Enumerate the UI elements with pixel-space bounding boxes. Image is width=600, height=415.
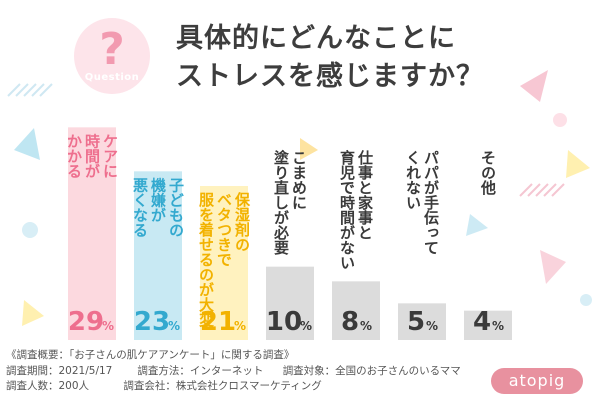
category-label: くれない — [404, 150, 422, 210]
confetti-triangle — [300, 138, 318, 160]
value-unit: % — [234, 319, 246, 333]
category-label: 育児で時間がない — [338, 149, 356, 270]
confetti-stripe — [39, 83, 53, 97]
survey-target: 調査対象：全国のお子さんのいるママ — [282, 364, 461, 377]
value-label: 29 — [68, 307, 104, 337]
question-word: Question — [84, 72, 140, 83]
category-label: ケアに — [101, 133, 119, 178]
confetti-triangle — [520, 70, 548, 102]
title-line-1: 具体的にどんなことに — [176, 23, 456, 54]
question-badge: ? Question — [74, 18, 150, 94]
category-label: 保湿剤の — [233, 191, 251, 252]
value-unit: % — [168, 319, 180, 333]
value-label: 5 — [407, 307, 425, 337]
bar-7 — [464, 310, 512, 340]
bar-5 — [332, 281, 380, 340]
confetti-triangle — [466, 214, 488, 236]
confetti-triangle — [14, 128, 40, 160]
brand-logo: atopig — [491, 368, 583, 394]
confetti-triangle — [566, 150, 590, 178]
survey-method: 調査方法：インターネット — [137, 364, 264, 377]
value-label: 10 — [266, 307, 302, 337]
survey-footer: 《調査概要：「お子さんの肌ケアアンケート」に関する調査》 調査期間：2021/5… — [6, 348, 486, 395]
category-label: 仕事と家事と — [356, 149, 374, 240]
category-label: かかる — [65, 133, 83, 178]
value-label: 4 — [473, 307, 491, 337]
category-label: 子どもの — [167, 177, 185, 237]
category-label: 服を着せるのが大変 — [197, 192, 215, 328]
confetti-stripe — [23, 83, 37, 97]
question-mark-icon: ? — [99, 24, 125, 75]
value-unit: % — [492, 319, 504, 333]
bar-3 — [200, 186, 248, 340]
title-line-2: ストレスを感じますか？ — [176, 61, 484, 92]
value-label: 23 — [134, 307, 170, 337]
bar-6 — [398, 303, 446, 340]
value-unit: % — [102, 319, 114, 333]
confetti-triangle — [22, 300, 44, 326]
category-label: その他 — [479, 150, 497, 196]
category-label: 機嫌が — [149, 177, 167, 223]
confetti-stripe — [31, 83, 45, 97]
survey-count: 調査人数：200人 — [6, 380, 90, 392]
category-label: 塗り直しが必要 — [272, 149, 290, 256]
confetti-dot — [580, 294, 592, 306]
survey-company: 調査会社：株式会社クロスマーケティング — [123, 380, 322, 392]
footer-line-2: 調査期間：2021/5/17 調査方法：インターネット 調査対象：全国のお子さん… — [6, 364, 486, 380]
confetti-stripe — [527, 183, 541, 197]
confetti-stripe — [7, 83, 21, 97]
confetti-stripe — [543, 183, 557, 197]
value-unit: % — [360, 319, 372, 333]
value-label: 21 — [200, 307, 236, 337]
value-unit: % — [300, 319, 312, 333]
category-label: こまめに — [290, 150, 308, 210]
bar-4 — [266, 266, 314, 340]
chart-title: 具体的にどんなことに ストレスを感じますか？ — [176, 20, 516, 96]
category-label: 悪くなる — [131, 177, 149, 237]
value-unit: % — [426, 319, 438, 333]
footer-line-1: 《調査概要：「お子さんの肌ケアアンケート」に関する調査》 — [6, 349, 295, 361]
category-label: 時間が — [83, 133, 101, 179]
confetti-dot — [553, 113, 567, 127]
confetti-stripe — [535, 183, 549, 197]
footer-line-3: 調査人数：200人 調査会社：株式会社クロスマーケティング — [6, 379, 486, 395]
value-label: 8 — [341, 307, 359, 337]
bar-1 — [68, 127, 116, 340]
confetti-stripe — [15, 83, 29, 97]
category-label: パパが手伝って — [422, 150, 440, 255]
survey-period: 調査期間：2021/5/17 — [6, 364, 113, 377]
confetti-dot — [22, 222, 38, 238]
confetti-triangle — [540, 250, 566, 284]
bar-2 — [134, 171, 182, 340]
confetti-stripe — [551, 183, 565, 197]
confetti-stripe — [519, 183, 533, 197]
category-label: ベタつきで — [215, 192, 233, 267]
